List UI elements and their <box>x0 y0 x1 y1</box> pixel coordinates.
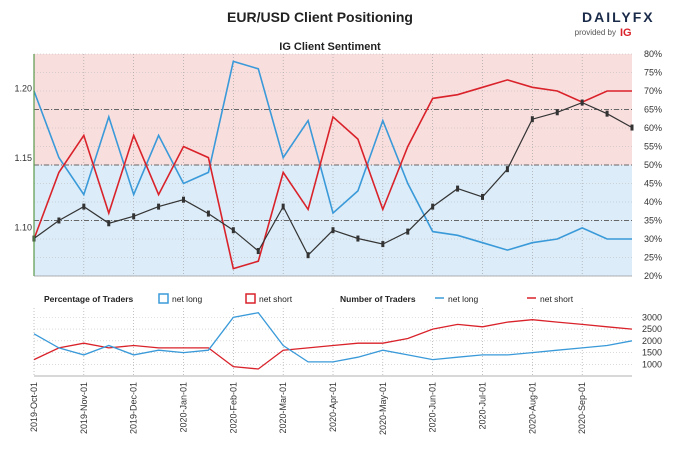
price-candle <box>555 109 559 116</box>
x-tick-label: 2020-Jul-01 <box>478 382 488 430</box>
x-tick-label: 2020-Aug-01 <box>527 382 537 434</box>
price-candle <box>356 235 360 242</box>
legend: Percentage of Traders net long net short… <box>44 293 574 304</box>
legend-pct-short-swatch <box>245 293 256 304</box>
traders-tick-label: 1000 <box>642 359 662 369</box>
chart-subtitle: IG Client Sentiment <box>279 41 381 53</box>
price-candle <box>231 227 235 234</box>
x-tick-label: 2020-Jun-01 <box>428 382 438 433</box>
bullish-zone <box>34 165 632 276</box>
x-tick-label: 2020-Apr-01 <box>328 382 338 432</box>
left-tick-label: 1.10 <box>14 222 32 232</box>
right-tick-label: 60% <box>644 123 662 133</box>
legend-num-label: Number of Traders <box>340 294 416 304</box>
traders-tick-label: 3000 <box>642 312 662 322</box>
legend-num-long: net long <box>448 294 479 304</box>
legend-pct-label: Percentage of Traders <box>44 294 134 304</box>
bearish-zone <box>34 54 632 165</box>
price-candle <box>107 220 111 227</box>
right-tick-label: 70% <box>644 86 662 96</box>
left-tick-label: 1.15 <box>14 153 32 163</box>
price-candle <box>481 193 484 200</box>
x-tick-label: 2019-Nov-01 <box>79 382 89 434</box>
price-candle <box>630 124 634 131</box>
price-candle <box>182 196 185 203</box>
price-candle <box>505 166 509 173</box>
right-tick-label: 55% <box>644 142 662 152</box>
legend-pct-short: net short <box>259 294 293 304</box>
price-candle <box>57 217 61 224</box>
x-tick-label: 2020-Jan-01 <box>179 382 189 433</box>
traders-tick-label: 1500 <box>642 348 662 358</box>
price-candle <box>331 227 335 234</box>
traders-tick-label: 2500 <box>642 324 662 334</box>
right-tick-label: 40% <box>644 197 662 207</box>
legend-pct-long: net long <box>172 294 203 304</box>
brand-sub-text: provided by <box>575 28 616 37</box>
chart-title: EUR/USD Client Positioning <box>227 9 413 25</box>
x-axis: 2019-Oct-01 2019-Nov-01 2019-Dec-01 2020-Ja… <box>29 382 587 435</box>
price-candle <box>580 99 584 106</box>
x-tick-label: 2019-Oct-01 <box>29 382 39 432</box>
price-candle <box>605 110 609 117</box>
legend-num-short: net short <box>540 294 574 304</box>
right-tick-label: 35% <box>644 216 662 226</box>
traders-tick-label: 2000 <box>642 336 662 346</box>
x-tick-label: 2019-Dec-01 <box>129 382 139 434</box>
right-tick-label: 50% <box>644 160 662 170</box>
price-candle <box>132 213 136 220</box>
sentiment-chart <box>32 53 634 277</box>
x-tick-label: 2020-Mar-01 <box>278 382 288 434</box>
x-tick-label: 2020-Feb-01 <box>228 382 238 434</box>
right-tick-label: 20% <box>644 271 662 281</box>
right-tick-label: 30% <box>644 234 662 244</box>
brand-text: DAILYFX <box>582 9 655 25</box>
sentiment-axes: 20% 25% 30% 35% 40% 45% 50% 55% 60% 65% 70% 75% 80% 1… <box>14 49 662 281</box>
price-candle <box>281 203 285 210</box>
price-candle <box>306 252 310 259</box>
percent-short-line <box>33 79 632 270</box>
right-tick-label: 80% <box>644 49 662 59</box>
right-tick-label: 75% <box>644 68 662 78</box>
price-candle <box>530 116 534 123</box>
dailyfx-logo: DAILYFX provided by IG <box>575 9 655 39</box>
right-tick-label: 45% <box>644 179 662 189</box>
price-candle <box>82 203 86 210</box>
left-tick-label: 1.20 <box>14 84 32 94</box>
price-candle <box>431 203 435 210</box>
brand-ig-text: IG <box>620 27 632 39</box>
percent-long-line <box>33 60 632 251</box>
right-tick-label: 65% <box>644 105 662 115</box>
price-candle <box>456 185 460 192</box>
traders-long-line <box>33 311 633 363</box>
x-tick-label: 2020-Sep-01 <box>577 382 587 434</box>
traders-short-line <box>33 319 633 370</box>
x-tick-label: 2020-May-01 <box>378 382 388 435</box>
right-tick-label: 25% <box>644 253 662 263</box>
price-candle <box>206 210 210 217</box>
price-candle <box>381 241 385 248</box>
price-candle <box>256 248 260 255</box>
legend-pct-long-swatch <box>158 293 169 304</box>
price-candle <box>406 228 410 235</box>
price-candle <box>157 203 161 210</box>
